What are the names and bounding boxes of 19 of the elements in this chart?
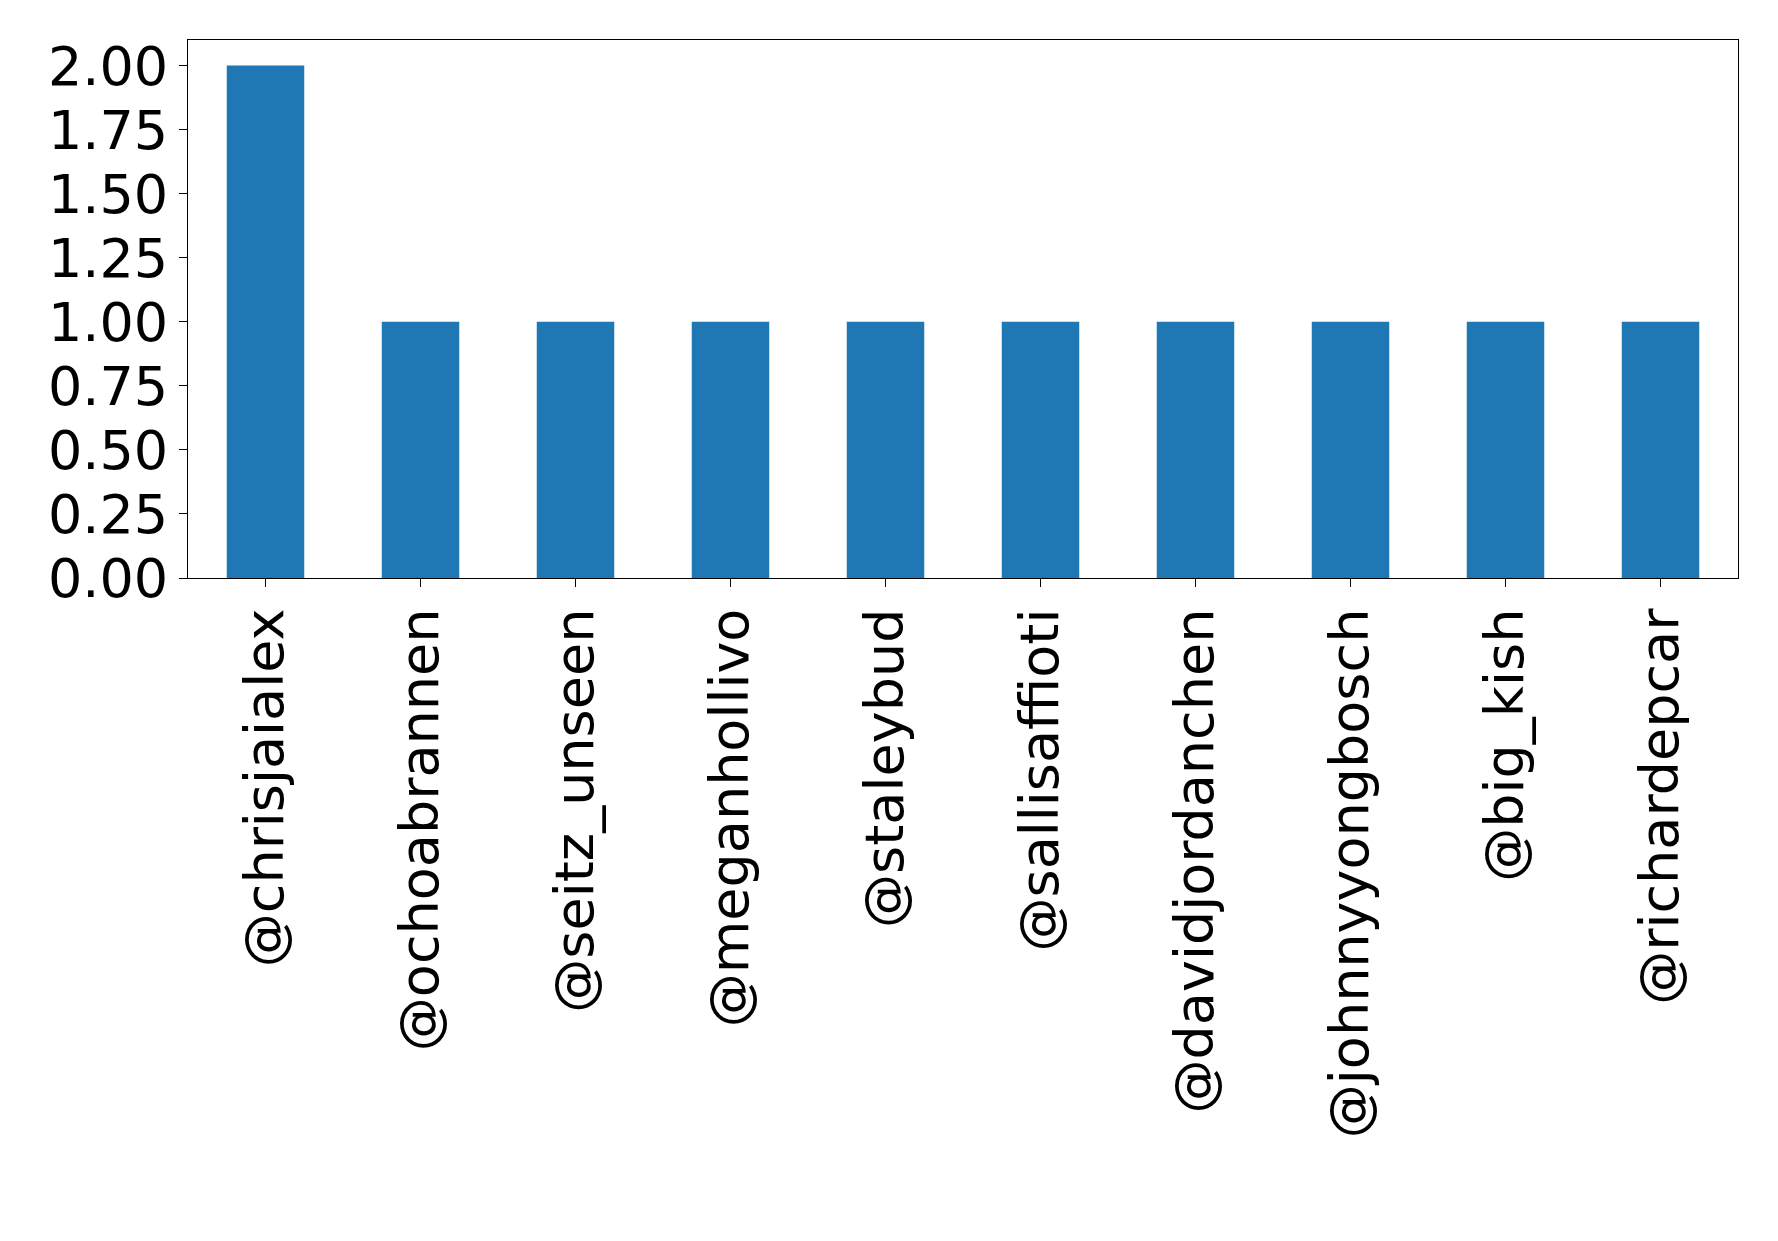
x-tick-label: @chrisjaialex xyxy=(233,608,297,968)
x-tick-label: @seitz_unseen xyxy=(543,608,607,1013)
y-tick-label: 1.75 xyxy=(47,98,169,162)
y-tick-label: 0.50 xyxy=(47,418,169,482)
y-tick-label: 1.25 xyxy=(47,226,169,290)
x-tick-label: @staleybud xyxy=(853,608,917,928)
y-tick-label: 1.50 xyxy=(47,162,169,226)
x-tick-label: @big_kish xyxy=(1473,608,1537,882)
y-tick-label: 2.00 xyxy=(47,34,169,98)
x-tick-label: @meganhollivo xyxy=(698,608,762,1028)
x-tick-label: @davidjordanchen xyxy=(1163,608,1227,1114)
x-tick-label: @sallisaffioti xyxy=(1008,608,1072,952)
x-tick-label: @ochoabrannen xyxy=(388,608,452,1052)
x-tick-label: @richardepcar xyxy=(1628,607,1692,1005)
x-tick-label: @johnnyyongbosch xyxy=(1318,608,1382,1139)
y-tick-label: 0.00 xyxy=(47,546,169,610)
y-tick-label: 1.00 xyxy=(47,290,169,354)
y-tick-label: 0.25 xyxy=(47,482,169,546)
y-tick-label: 0.75 xyxy=(47,354,169,418)
